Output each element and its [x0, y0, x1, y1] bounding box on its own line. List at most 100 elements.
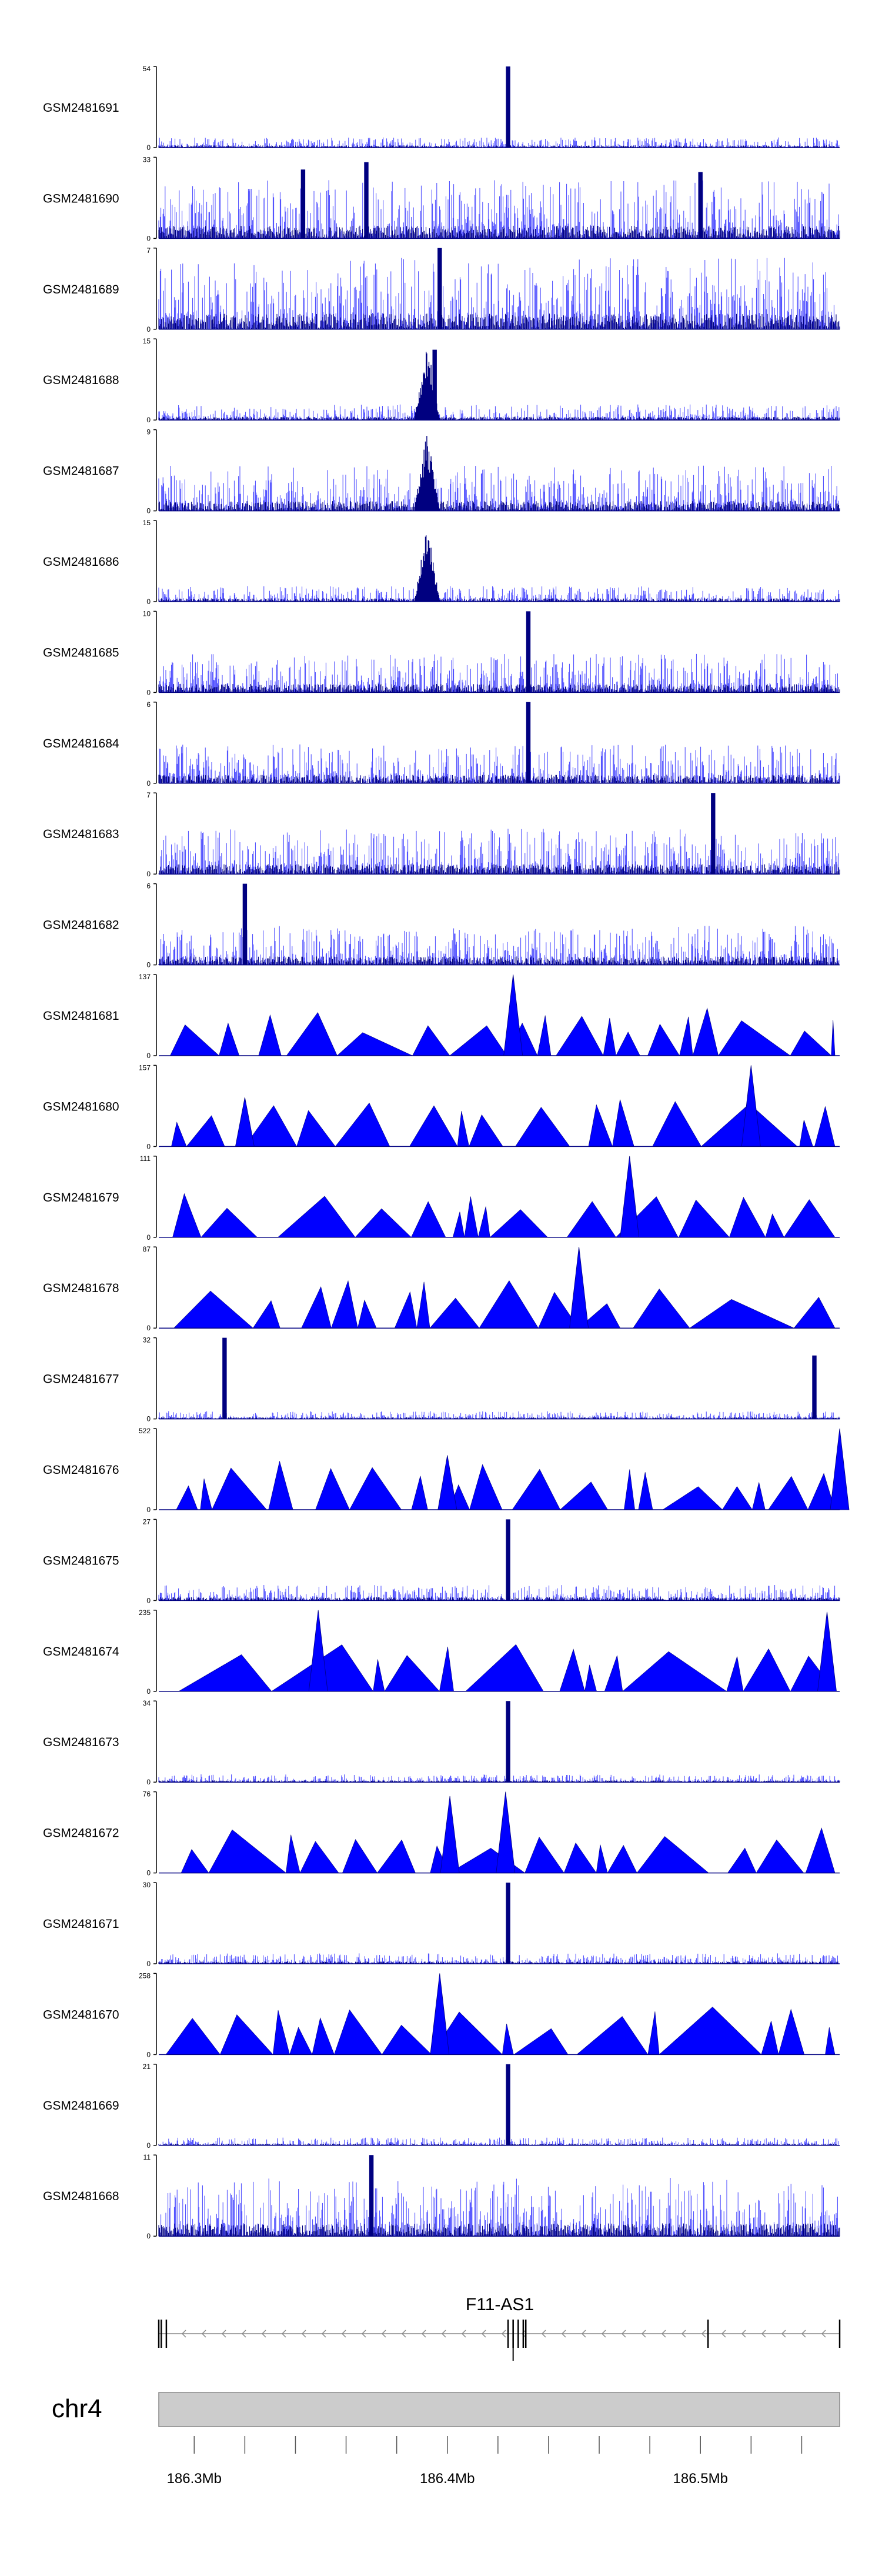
coverage-triangle [814, 1106, 836, 1147]
coverage-triangle [285, 1834, 300, 1873]
strand-chevron [321, 2330, 326, 2338]
strand-chevron [281, 2330, 286, 2338]
coverage-triangle [201, 1207, 258, 1238]
signal-floor [158, 775, 840, 783]
coverage-peak [308, 1610, 328, 1692]
track-gsm2481674: GSM2481674 235 0 [43, 1609, 840, 1696]
track-gsm2481686: GSM2481686 15 0 [43, 519, 840, 606]
track-gsm2481672: GSM2481672 76 0 [43, 1790, 840, 1877]
coverage-triangle [416, 1282, 430, 1329]
y-max-label: 258 [139, 1971, 151, 1980]
track-gsm2481689: GSM2481689 7 0 [43, 246, 840, 333]
track-label: GSM2481683 [43, 827, 119, 841]
coverage-triangle [721, 1486, 753, 1510]
strand-chevron [541, 2330, 546, 2338]
y-max-label: 157 [139, 1063, 151, 1072]
strand-chevron [481, 2330, 486, 2338]
coverage-triangle [272, 2010, 290, 2055]
chromosome-label: chr4 [52, 2394, 102, 2423]
coverage-triangle [172, 1193, 202, 1238]
strand-chevron [261, 2330, 266, 2338]
y-min-label: 0 [146, 325, 151, 333]
strand-chevron [821, 2330, 826, 2338]
coverage-triangle [556, 1016, 604, 1056]
y-max-label: 15 [143, 519, 151, 527]
coverage-triangle [514, 1107, 570, 1147]
strand-chevron [521, 2330, 526, 2338]
strand-chevron [381, 2330, 386, 2338]
y-min-label: 0 [146, 1506, 151, 1514]
genome-tick-label: 186.5Mb [673, 2471, 728, 2487]
signal-background [158, 258, 840, 329]
signal-peak [506, 1883, 510, 1964]
coverage-triangle [412, 1025, 450, 1056]
y-max-label: 33 [143, 155, 151, 163]
y-max-label: 30 [143, 1881, 151, 1889]
y-max-label: 15 [143, 337, 151, 345]
coverage-triangle [633, 1289, 690, 1329]
signal-floor [158, 225, 840, 239]
y-min-label: 0 [146, 961, 151, 969]
coverage-triangle [452, 1212, 465, 1238]
y-min-label: 0 [146, 2141, 151, 2150]
coverage-peak [503, 974, 523, 1056]
y-max-label: 27 [143, 1517, 151, 1526]
track-label: GSM2481686 [43, 555, 119, 569]
coverage-triangle [768, 1476, 808, 1510]
signal-background [158, 137, 840, 148]
coverage-triangle [743, 1648, 791, 1692]
signal-peak [526, 611, 531, 693]
strand-chevron [661, 2330, 666, 2338]
y-max-label: 6 [146, 882, 151, 890]
coverage-triangle [333, 2009, 383, 2055]
signal-peak [711, 793, 716, 875]
y-min-label: 0 [146, 779, 151, 788]
track-gsm2481684: GSM2481684 6 0 [43, 700, 840, 788]
coverage-triangle [647, 2011, 660, 2055]
signal-background [159, 1953, 840, 1964]
signal-floor [158, 956, 840, 965]
y-max-label: 7 [146, 246, 151, 255]
track-gsm2481687: GSM2481687 9 0 [43, 428, 840, 515]
y-min-label: 0 [146, 1596, 151, 1604]
signal-background [158, 404, 840, 421]
coverage-triangle [799, 1120, 813, 1147]
coverage-triangle [301, 1286, 332, 1329]
coverage-triangle [783, 1199, 836, 1238]
track-label: GSM2481678 [43, 1282, 119, 1295]
track-label: GSM2481676 [43, 1463, 119, 1477]
signal-peak [364, 162, 369, 239]
y-max-label: 522 [139, 1427, 151, 1435]
signal-peak [432, 349, 437, 421]
y-min-label: 0 [146, 2232, 151, 2240]
y-min-label: 0 [146, 1324, 151, 1332]
coverage-triangle [765, 1213, 784, 1238]
coverage-triangle [384, 1655, 440, 1692]
signal-floor [158, 598, 840, 602]
strand-chevron [761, 2330, 766, 2338]
track-gsm2481669: GSM2481669 21 0 [43, 2063, 840, 2150]
y-max-label: 21 [143, 2063, 151, 2071]
signal-peak [506, 1519, 510, 1601]
strand-chevron [501, 2330, 506, 2338]
track-gsm2481668: GSM2481668 11 0 [43, 2153, 840, 2240]
coverage-triangle [165, 2018, 221, 2055]
coverage-triangle [410, 1201, 446, 1238]
strand-chevron [781, 2330, 786, 2338]
coverage-peak [569, 1247, 589, 1329]
coverage-triangle [624, 1469, 635, 1510]
track-gsm2481682: GSM2481682 6 0 [43, 882, 840, 969]
track-label: GSM2481680 [43, 1100, 119, 1113]
strand-chevron [701, 2330, 706, 2338]
track-label: GSM2481671 [43, 1917, 119, 1931]
track-gsm2481671: GSM2481671 30 0 [43, 1881, 840, 1968]
signal-background [159, 2137, 839, 2145]
coverage-triangle [465, 1644, 544, 1692]
y-max-label: 87 [143, 1245, 151, 1253]
signal-background [158, 1774, 840, 1783]
signal-peak [526, 702, 531, 783]
track-label: GSM2481685 [43, 646, 119, 659]
track-label: GSM2481690 [43, 192, 119, 205]
coverage-triangle [477, 1206, 490, 1238]
coverage-triangle [355, 1208, 412, 1238]
